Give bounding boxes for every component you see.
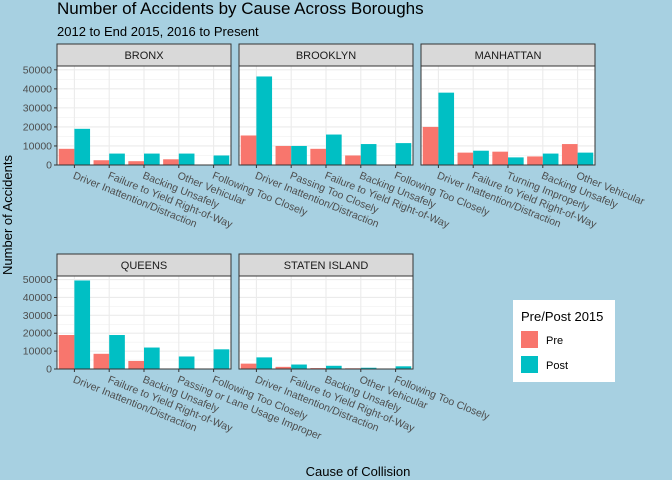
bar-queens-pre-2 — [93, 353, 110, 369]
bar-staten-island-post-4 — [360, 367, 377, 369]
y-tick-label-queens: 20000 — [23, 328, 52, 340]
bar-bronx-post-3 — [144, 153, 160, 165]
y-tick-label-bronx: 10000 — [23, 140, 52, 152]
bar-bronx-post-1 — [74, 128, 91, 165]
bar-staten-island-post-5 — [395, 366, 412, 369]
bar-bronx-pre-3 — [128, 161, 144, 165]
strip-label-brooklyn: BROOKLYN — [296, 50, 356, 62]
bar-brooklyn-post-4 — [360, 144, 377, 165]
strip-label-queens: QUEENS — [121, 260, 167, 272]
bar-staten-island-pre-1 — [240, 363, 257, 369]
y-tick-label-bronx: 0 — [46, 160, 52, 172]
y-tick-label-queens: 30000 — [23, 310, 52, 322]
bar-manhattan-pre-2 — [457, 152, 474, 165]
strip-label-staten-island: STATEN ISLAND — [284, 260, 369, 272]
bar-manhattan-post-2 — [473, 150, 489, 165]
bar-manhattan-pre-3 — [492, 151, 508, 165]
bar-queens-post-5 — [213, 349, 230, 369]
bar-manhattan-post-1 — [438, 92, 455, 165]
y-tick-label-queens: 10000 — [23, 346, 52, 358]
legend-title: Pre/Post 2015 — [521, 309, 603, 324]
bar-bronx-pre-4 — [163, 159, 179, 165]
y-tick-label-queens: 40000 — [23, 292, 52, 304]
bar-manhattan-pre-4 — [527, 156, 543, 165]
y-tick-label-queens: 50000 — [23, 274, 52, 286]
bar-staten-island-post-2 — [291, 364, 307, 369]
bar-brooklyn-post-1 — [256, 76, 273, 165]
bar-bronx-pre-2 — [93, 160, 110, 165]
bar-staten-island-post-3 — [326, 365, 342, 369]
bar-staten-island-pre-2 — [275, 366, 292, 369]
bar-queens-pre-3 — [128, 360, 144, 369]
bar-queens-post-2 — [109, 335, 125, 369]
bar-queens-pre-1 — [58, 335, 75, 369]
y-tick-label-bronx: 50000 — [23, 64, 52, 76]
chart-title: Number of Accidents by Cause Across Boro… — [57, 0, 424, 18]
bar-brooklyn-pre-2 — [275, 145, 292, 165]
bar-queens-post-1 — [74, 280, 91, 369]
y-tick-label-queens: 0 — [46, 364, 52, 376]
legend-key-post — [521, 356, 538, 373]
y-axis-title: Number of Accidents — [0, 155, 15, 275]
bar-manhattan-post-3 — [508, 157, 524, 165]
bar-manhattan-post-5 — [577, 152, 594, 165]
y-tick-label-bronx: 20000 — [23, 121, 52, 133]
bar-bronx-post-4 — [178, 153, 195, 165]
x-axis-title: Cause of Collision — [306, 464, 411, 479]
bar-queens-post-4 — [178, 356, 195, 369]
legend-key-pre — [521, 331, 538, 348]
bar-brooklyn-pre-4 — [345, 155, 361, 165]
bar-bronx-post-5 — [213, 155, 230, 165]
y-tick-label-bronx: 30000 — [23, 102, 52, 114]
bar-manhattan-pre-1 — [422, 126, 439, 165]
legend-label-pre: Pre — [546, 335, 563, 347]
bar-manhattan-post-4 — [542, 153, 559, 165]
legend: Pre/Post 2015 Pre Post — [513, 300, 615, 382]
bar-brooklyn-post-3 — [326, 134, 342, 165]
bar-manhattan-pre-5 — [561, 144, 578, 165]
bar-brooklyn-post-2 — [291, 145, 307, 165]
bar-brooklyn-pre-3 — [310, 148, 326, 165]
legend-label-post: Post — [546, 360, 568, 372]
bar-staten-island-post-1 — [256, 357, 273, 369]
bar-brooklyn-post-5 — [395, 143, 412, 165]
bar-queens-post-3 — [144, 347, 160, 369]
bar-bronx-post-2 — [109, 153, 125, 165]
bar-brooklyn-pre-1 — [240, 135, 257, 165]
y-tick-label-bronx: 40000 — [23, 83, 52, 95]
strip-label-manhattan: MANHATTAN — [475, 50, 542, 62]
bar-bronx-pre-1 — [58, 148, 75, 165]
chart-subtitle: 2012 to End 2015, 2016 to Present — [57, 24, 259, 39]
strip-label-bronx: BRONX — [124, 50, 164, 62]
